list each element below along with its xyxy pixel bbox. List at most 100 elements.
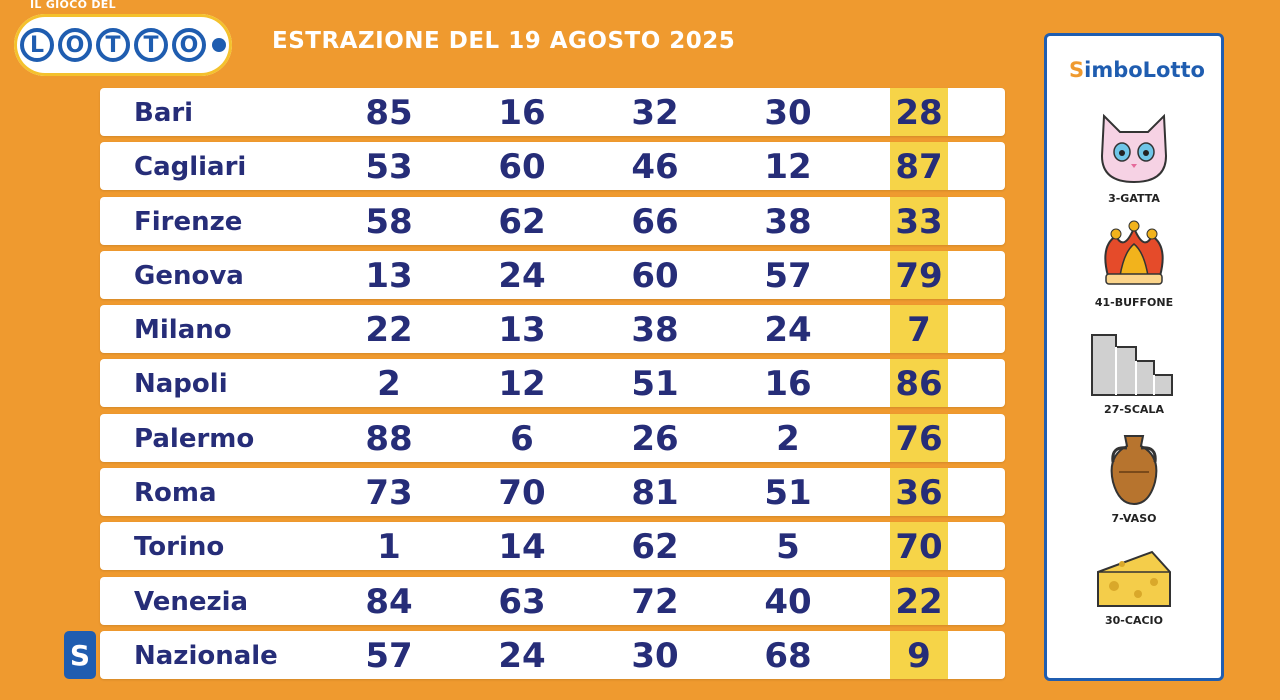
symbol-item: 41-BUFFONE bbox=[1047, 216, 1221, 309]
number-4: 57 bbox=[764, 255, 812, 296]
number-1: 57 bbox=[365, 635, 413, 676]
number-5-highlight: 79 bbox=[890, 250, 948, 299]
number-4: 12 bbox=[764, 147, 812, 188]
city-name: Napoli bbox=[134, 369, 228, 400]
number-1: 13 bbox=[365, 255, 413, 296]
number-4: 2 bbox=[776, 418, 800, 459]
city-name: Milano bbox=[134, 315, 232, 346]
number-4: 30 bbox=[764, 93, 812, 133]
table-row: Palermo 88 6 26 2 76 bbox=[100, 413, 1005, 462]
table-row: Roma 73 70 81 51 36 bbox=[100, 468, 1005, 517]
number-2: 12 bbox=[498, 364, 546, 405]
number-5-highlight: 36 bbox=[890, 468, 948, 517]
logo-letter: O bbox=[58, 28, 92, 62]
city-name: Bari bbox=[134, 98, 194, 128]
simbolotto-title-rest: imboLotto bbox=[1084, 58, 1205, 82]
draw-table: Bari 85 16 32 30 28 Cagliari 53 60 46 12… bbox=[100, 88, 1005, 685]
number-5-highlight: 87 bbox=[890, 142, 948, 191]
number-1: 85 bbox=[365, 93, 413, 133]
symbol-label: 30-CACIO bbox=[1105, 614, 1163, 627]
number-3: 32 bbox=[631, 93, 679, 133]
table-row: Nazionale 57 24 30 68 9 bbox=[100, 630, 1005, 679]
logo-letter: L bbox=[20, 28, 54, 62]
number-3: 38 bbox=[631, 310, 679, 351]
table-row: Milano 22 13 38 24 7 bbox=[100, 305, 1005, 354]
symbol-label: 7-VASO bbox=[1111, 512, 1157, 525]
cat-icon bbox=[1100, 113, 1168, 184]
number-1: 88 bbox=[365, 418, 413, 459]
number-2: 6 bbox=[510, 418, 534, 459]
number-1: 53 bbox=[365, 147, 413, 188]
city-name: Torino bbox=[134, 532, 225, 563]
number-3: 46 bbox=[631, 147, 679, 188]
simbolotto-badge-icon: S bbox=[64, 631, 96, 679]
city-name: Palermo bbox=[134, 423, 255, 454]
number-2: 24 bbox=[498, 635, 546, 676]
table-row: Venezia 84 63 72 40 22 bbox=[100, 576, 1005, 625]
number-2: 24 bbox=[498, 255, 546, 296]
simbolotto-panel: SimboLotto 3-GATTA 41-BUFFONE 27-SCALA bbox=[1044, 33, 1224, 681]
symbol-label: 41-BUFFONE bbox=[1094, 296, 1174, 309]
number-5-highlight: 7 bbox=[890, 305, 948, 354]
table-row: Napoli 2 12 51 16 86 bbox=[100, 359, 1005, 408]
number-4: 16 bbox=[764, 364, 812, 405]
number-1: 73 bbox=[365, 473, 413, 514]
number-1: 22 bbox=[365, 310, 413, 351]
number-1: 58 bbox=[365, 201, 413, 242]
number-5-highlight: 33 bbox=[890, 196, 948, 245]
number-2: 60 bbox=[498, 147, 546, 188]
number-1: 2 bbox=[377, 364, 401, 405]
number-4: 5 bbox=[776, 527, 800, 568]
number-5-highlight: 22 bbox=[890, 576, 948, 625]
number-3: 30 bbox=[631, 635, 679, 676]
city-name: Venezia bbox=[134, 586, 249, 617]
simbolotto-title-s: S bbox=[1069, 58, 1085, 82]
number-3: 60 bbox=[631, 255, 679, 296]
table-row: Bari 85 16 32 30 28 bbox=[100, 88, 1005, 136]
number-5-highlight: 28 bbox=[890, 88, 948, 136]
page-title: ESTRAZIONE DEL 19 AGOSTO 2025 bbox=[272, 28, 736, 54]
table-row: Torino 1 14 62 5 70 bbox=[100, 522, 1005, 571]
city-name: Genova bbox=[134, 260, 244, 291]
number-2: 63 bbox=[498, 581, 546, 622]
symbol-label: 3-GATTA bbox=[1108, 192, 1160, 205]
number-3: 26 bbox=[631, 418, 679, 459]
symbol-item: 27-SCALA bbox=[1047, 331, 1221, 416]
logo-caption: IL GIOCO DEL bbox=[30, 0, 116, 11]
number-5-highlight: 70 bbox=[890, 522, 948, 571]
symbol-item: 3-GATTA bbox=[1047, 106, 1221, 205]
logo-letter: T bbox=[96, 28, 130, 62]
jester-hat-icon bbox=[1104, 220, 1164, 285]
table-row: Genova 13 24 60 57 79 bbox=[100, 250, 1005, 299]
number-2: 62 bbox=[498, 201, 546, 242]
number-2: 13 bbox=[498, 310, 546, 351]
simbolotto-title: SimboLotto bbox=[1059, 58, 1215, 82]
number-3: 72 bbox=[631, 581, 679, 622]
number-4: 24 bbox=[764, 310, 812, 351]
table-row: Firenze 58 62 66 38 33 bbox=[100, 196, 1005, 245]
number-2: 14 bbox=[498, 527, 546, 568]
number-3: 66 bbox=[631, 201, 679, 242]
lotto-logo: L O T T O bbox=[14, 14, 232, 76]
number-1: 1 bbox=[377, 527, 401, 568]
symbol-item: 7-VASO bbox=[1047, 432, 1221, 525]
city-name: Nazionale bbox=[134, 640, 278, 671]
logo-letter: T bbox=[134, 28, 168, 62]
number-2: 70 bbox=[498, 473, 546, 514]
number-3: 81 bbox=[631, 473, 679, 514]
logo-dot-icon bbox=[212, 38, 226, 52]
symbol-label: 27-SCALA bbox=[1104, 403, 1164, 416]
city-name: Roma bbox=[134, 478, 217, 509]
number-5-highlight: 9 bbox=[890, 630, 948, 679]
cheese-icon bbox=[1097, 550, 1171, 607]
number-5-highlight: 76 bbox=[890, 413, 948, 462]
number-1: 84 bbox=[365, 581, 413, 622]
logo-letter: O bbox=[172, 28, 206, 62]
number-4: 40 bbox=[764, 581, 812, 622]
number-5-highlight: 86 bbox=[890, 359, 948, 408]
table-row: Cagliari 53 60 46 12 87 bbox=[100, 142, 1005, 191]
symbol-item: 30-CACIO bbox=[1047, 546, 1221, 627]
number-4: 68 bbox=[764, 635, 812, 676]
stairs-icon bbox=[1091, 334, 1173, 396]
vase-icon bbox=[1110, 435, 1158, 506]
